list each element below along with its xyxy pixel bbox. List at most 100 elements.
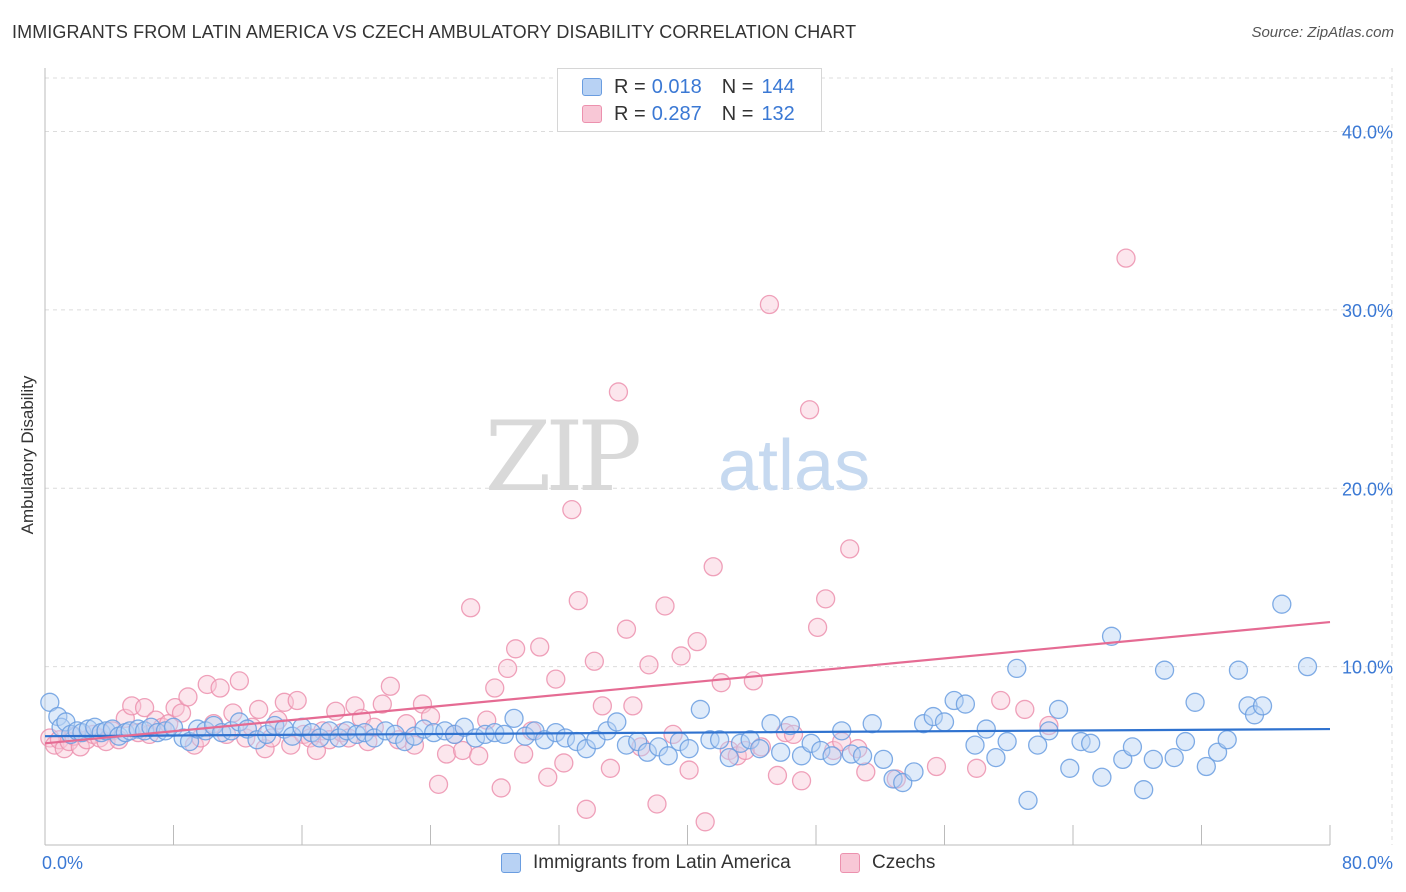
data-point-immigrants — [986, 747, 1006, 768]
data-point-immigrants — [504, 708, 524, 729]
legend-swatch-pink — [840, 853, 860, 873]
data-point-czechs — [485, 678, 505, 698]
data-point-czechs — [711, 673, 731, 693]
data-point-immigrants — [1071, 731, 1091, 752]
data-point-czechs — [759, 294, 780, 315]
data-point-immigrants — [934, 712, 955, 732]
data-point-immigrants — [1217, 730, 1237, 750]
data-point-czechs — [380, 676, 400, 696]
watermark-zip: ZIP — [485, 401, 640, 513]
data-point-immigrants — [822, 746, 842, 766]
data-point-immigrants — [719, 747, 739, 768]
data-point-immigrants — [904, 762, 924, 782]
data-point-immigrants — [913, 714, 934, 734]
data-point-immigrants — [709, 730, 730, 750]
data-point-immigrants — [852, 746, 873, 766]
data-point-immigrants — [1196, 756, 1216, 777]
y-tick-label: 30.0% — [1342, 301, 1393, 321]
data-point-immigrants — [1048, 699, 1069, 720]
legend-row-immigrants: R = 0.018 N = 144 — [582, 75, 795, 99]
data-point-immigrants — [1175, 731, 1196, 752]
data-point-czechs — [807, 617, 828, 638]
legend-r-value: 0.287 — [651, 102, 702, 125]
legend-row-czechs: R = 0.287 N = 132 — [582, 102, 795, 126]
data-point-immigrants — [1060, 758, 1080, 778]
legend-item-immigrants[interactable]: Immigrants from Latin America — [501, 852, 791, 874]
data-point-immigrants — [1164, 747, 1184, 768]
data-point-czechs — [991, 690, 1011, 711]
data-point-immigrants — [1081, 733, 1101, 753]
data-point-czechs — [840, 539, 860, 559]
legend-n-label: N = — [721, 102, 754, 125]
legend-n-value: 144 — [761, 75, 795, 98]
data-point-czechs — [592, 696, 613, 716]
data-point-immigrants — [1122, 737, 1143, 757]
legend-item-czechs[interactable]: Czechs — [840, 852, 935, 874]
legend-label-czechs: Czechs — [872, 852, 936, 873]
data-point-czechs — [306, 740, 327, 761]
data-point-immigrants — [1252, 696, 1273, 716]
data-point-immigrants — [658, 746, 678, 766]
data-point-czechs — [639, 655, 659, 675]
gridlines — [45, 68, 1393, 845]
data-point-czechs — [115, 708, 135, 729]
data-point-immigrants — [607, 712, 627, 732]
data-point-czechs — [372, 694, 392, 714]
data-point-immigrants — [354, 722, 375, 743]
data-point-immigrants — [1228, 660, 1249, 680]
data-point-czechs — [695, 812, 715, 832]
data-point-immigrants — [1272, 594, 1292, 614]
watermark: ZIP atlas — [485, 401, 870, 513]
x-tick-label: 0.0% — [42, 853, 83, 873]
data-point-czechs — [623, 696, 643, 716]
data-point-immigrants — [955, 694, 976, 714]
data-point-immigrants — [771, 742, 791, 762]
data-point-czechs — [1015, 699, 1035, 720]
legend-swatch-pink — [582, 105, 602, 123]
data-point-czechs — [799, 400, 820, 420]
data-point-immigrants — [780, 715, 800, 736]
data-point-czechs — [546, 669, 566, 689]
source-credit: Source: ZipAtlas.com — [1251, 24, 1394, 41]
data-point-czechs — [600, 758, 621, 778]
data-point-immigrants — [679, 739, 699, 759]
data-point-immigrants — [1143, 749, 1163, 770]
data-point-immigrants — [1028, 735, 1048, 755]
data-point-czechs — [229, 671, 250, 691]
y-tick-label: 20.0% — [1342, 479, 1393, 499]
legend-swatch-blue — [501, 853, 521, 873]
data-point-immigrants — [534, 730, 555, 750]
data-point-immigrants — [515, 726, 535, 746]
data-point-czechs — [1116, 248, 1136, 268]
legend-n-label: N = — [721, 75, 754, 98]
data-point-immigrants — [1185, 692, 1205, 712]
data-point-czechs — [554, 753, 574, 773]
data-point-czechs — [791, 771, 812, 791]
data-point-immigrants — [944, 690, 964, 711]
data-point-immigrants — [965, 735, 985, 755]
data-point-czechs — [608, 382, 629, 402]
data-point-immigrants — [1134, 780, 1154, 800]
data-point-czechs — [703, 557, 723, 577]
data-point-immigrants — [997, 731, 1017, 752]
watermark-atlas: atlas — [718, 426, 870, 506]
data-point-czechs — [568, 590, 588, 611]
data-point-immigrants — [616, 735, 637, 755]
data-point-czechs — [530, 637, 550, 657]
data-point-czechs — [616, 619, 637, 639]
data-point-czechs — [248, 699, 269, 720]
data-point-czechs — [538, 767, 558, 787]
data-point-czechs — [743, 671, 764, 691]
data-point-czechs — [767, 765, 788, 786]
data-point-immigrants — [862, 714, 882, 734]
data-point-czechs — [687, 632, 707, 652]
axes — [44, 68, 1331, 846]
trend-line-czechs — [44, 620, 1331, 745]
data-point-czechs — [647, 794, 667, 814]
data-point-immigrants — [923, 706, 943, 727]
chart-title: IMMIGRANTS FROM LATIN AMERICA VS CZECH A… — [12, 22, 857, 42]
x-tick-label: 80.0% — [1342, 853, 1393, 873]
data-point-immigrants — [873, 749, 894, 770]
data-point-immigrants — [761, 714, 781, 734]
data-point-czechs — [364, 717, 384, 737]
